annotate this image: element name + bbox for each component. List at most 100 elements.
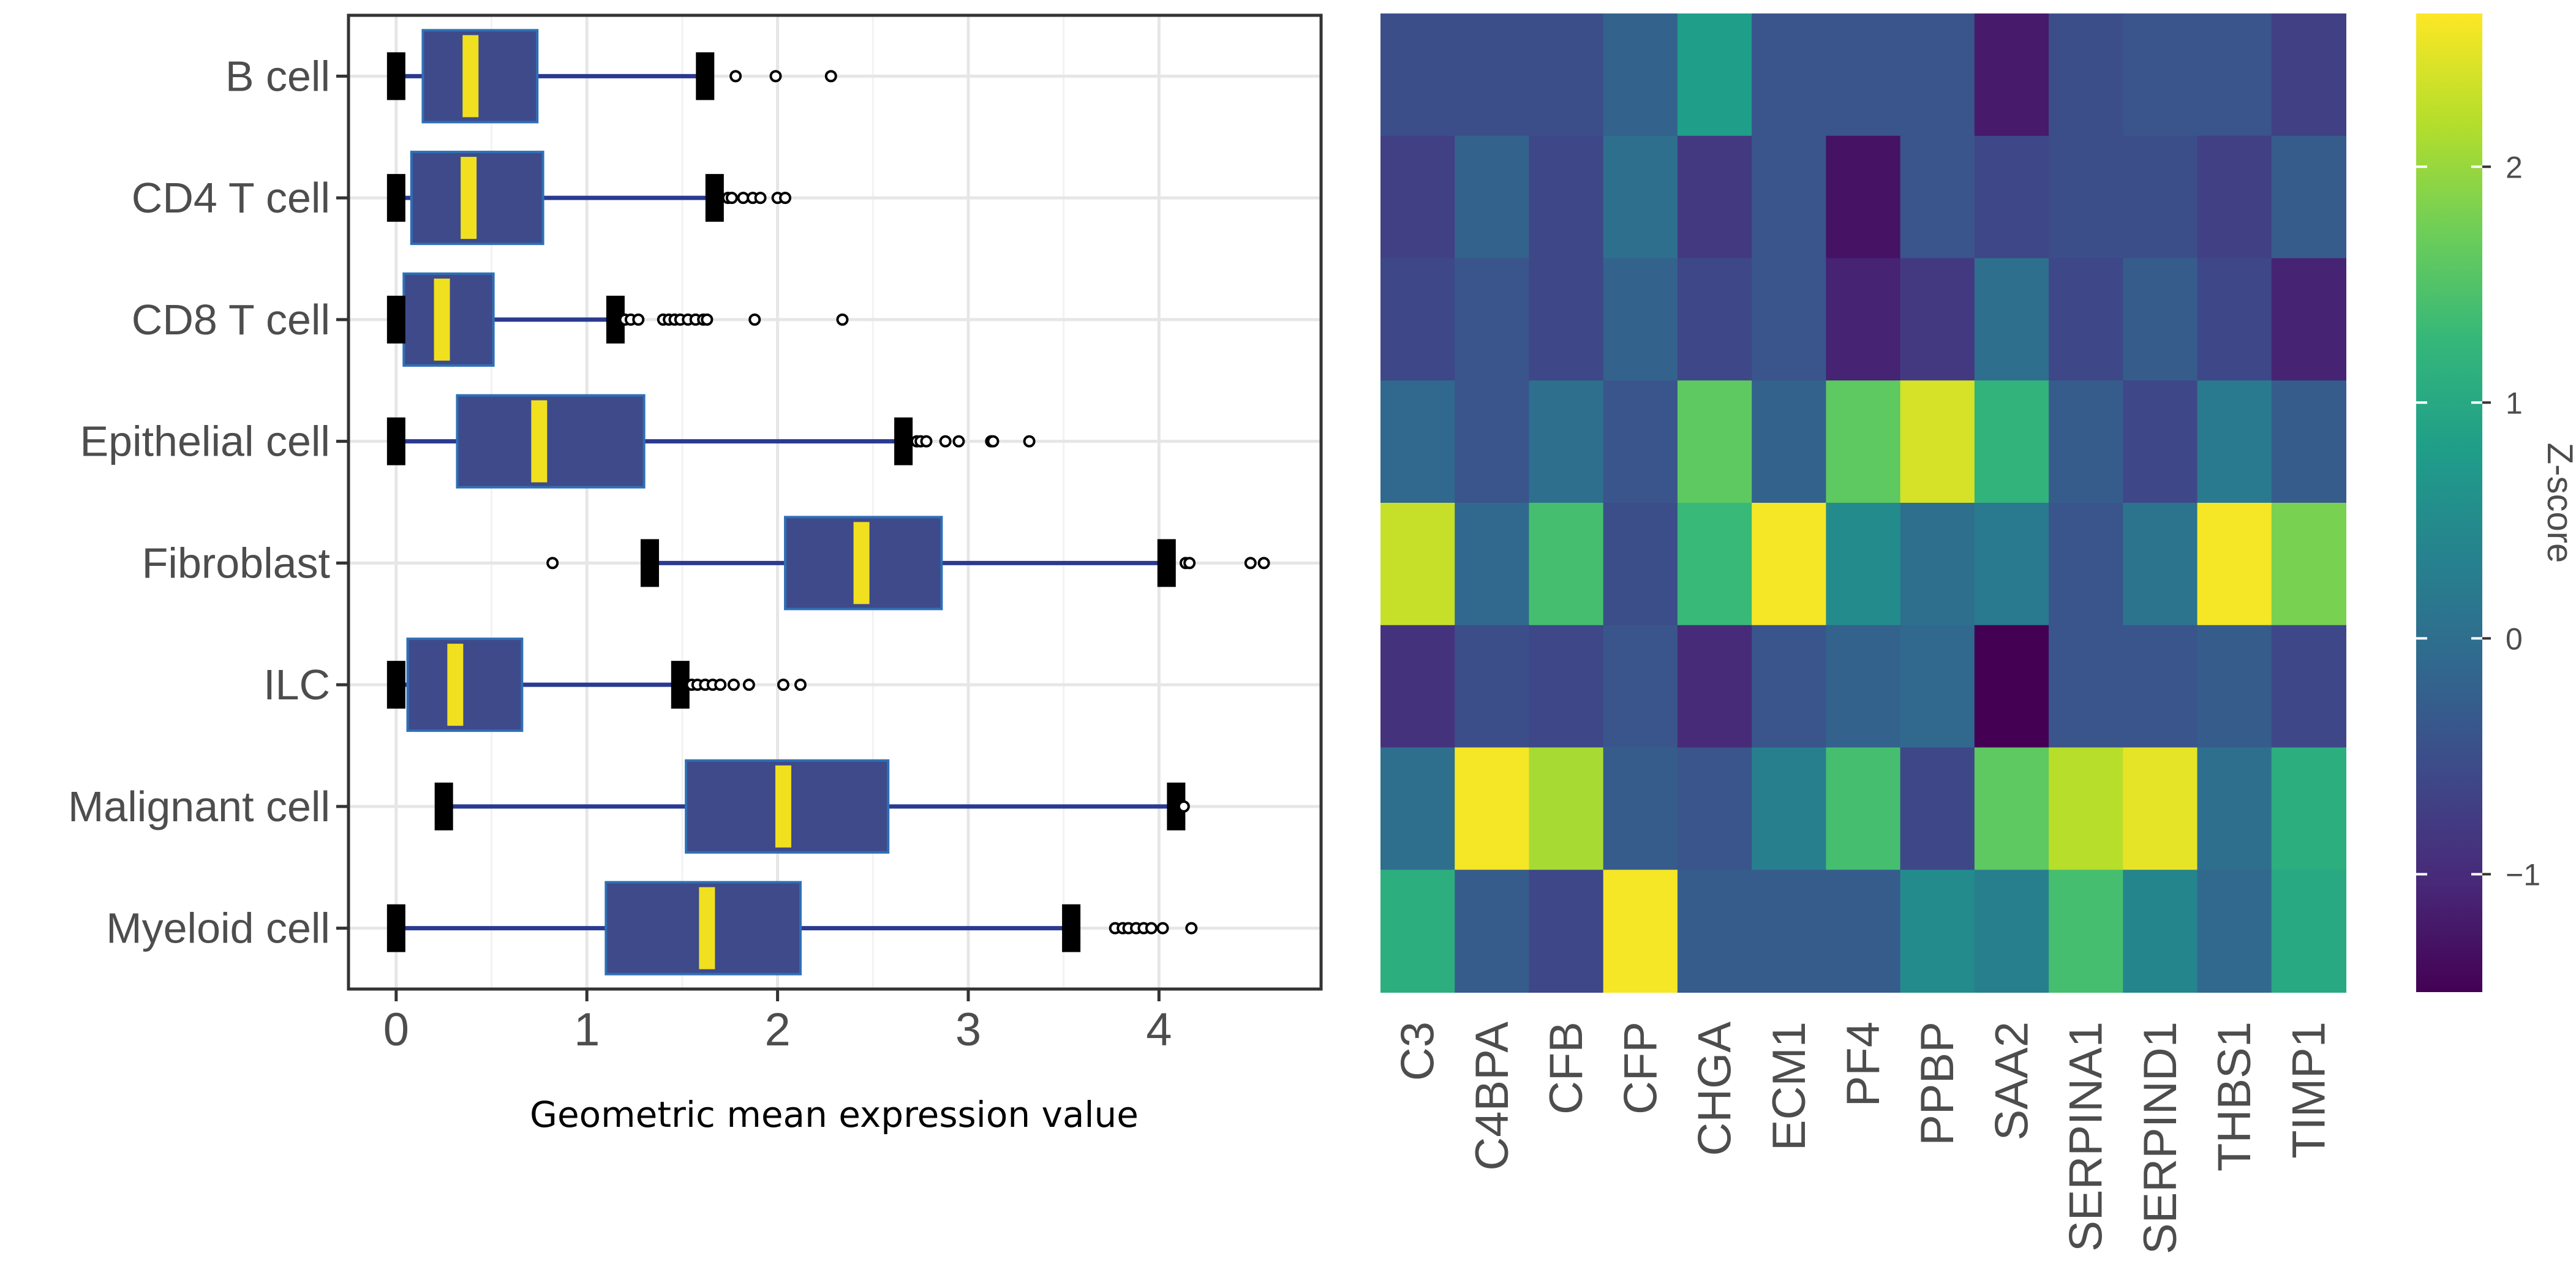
box-iqr [456,394,646,489]
heatmap-cell [1752,380,1827,503]
box-group [386,638,807,732]
heatmap-cell [1529,625,1604,748]
heatmap-column-label: ECM1 [1763,1022,1815,1151]
heatmap-cell [1826,380,1901,503]
heatmap-column-label: C3 [1392,1022,1444,1081]
heatmap-cell [1900,747,1975,871]
heatmap-cell [1677,503,1753,626]
heatmap-cell [2123,135,2198,259]
heatmap-cell [1455,870,1530,993]
heatmap-cell [2123,747,2198,871]
median-marker [447,644,464,726]
outlier-point [987,435,1000,448]
heatmap-column-label: PF4 [1837,1022,1889,1107]
heatmap-cell [2049,258,2124,382]
heatmap-cell [1900,503,1975,626]
y-tick-label: Malignant cell [68,783,330,830]
heatmap-column-label: CFB [1540,1022,1592,1115]
heatmap-column-label: TIMP1 [2283,1022,2335,1159]
outlier-point [1156,922,1169,935]
outlier-point [952,435,965,448]
heatmap-cell [1974,503,2050,626]
outlier-point [769,70,782,83]
heatmap-cell [2123,380,2198,503]
heatmap-cell [1529,870,1604,993]
heatmap-cell [2049,380,2124,503]
heatmap-column-label: SERPINA1 [2060,1022,2112,1252]
box-group [386,272,849,367]
heatmap-cell [1603,870,1678,993]
median-marker [699,887,715,969]
boxplot-marks [386,29,1270,976]
upper-whisker-cap [705,174,724,222]
median-marker [853,522,870,604]
upper-whisker-cap [894,417,913,465]
outlier-point [632,313,645,326]
heatmap-cell [2049,870,2124,993]
outlier-point [729,70,742,83]
outlier-point [1177,800,1190,813]
boxplot-x-axis-title: Geometric mean expression value [530,1094,1139,1135]
outlier-point [725,192,738,205]
heatmap-cell [1974,870,2050,993]
outlier-point [939,435,952,448]
outlier-point [742,679,755,691]
heatmap-cell [1380,503,1456,626]
heatmap-cell [1380,13,1456,137]
heatmap-cell [2271,13,2346,137]
heatmap-cell [1455,258,1530,382]
heatmap-column-label: SAA2 [1986,1022,2038,1140]
heatmap-cell [2049,625,2124,748]
heatmap-cell [2123,870,2198,993]
heatmap-cell [1900,870,1975,993]
lower-whisker-cap [386,417,405,465]
heatmap-cell [1380,380,1456,503]
heatmap-cell [2197,135,2272,259]
outlier-point [1145,922,1158,935]
heatmap-cell [1826,503,1901,626]
lower-whisker-cap [386,661,405,709]
heatmap-cell [2197,13,2272,137]
median-marker [434,278,450,361]
heatmap-cell [1826,625,1901,748]
colorbar-tick-label: −1 [2506,857,2540,892]
heatmap-cell [1455,503,1530,626]
outlier-point [714,679,727,691]
box-group [386,151,792,246]
heatmap-column-label: C4BPA [1466,1022,1518,1171]
heatmap-cell [2271,503,2346,626]
heatmap-cell [1603,13,1678,137]
x-tick-label: 4 [1146,1004,1172,1056]
heatmap-cell [1974,135,2050,259]
heatmap-cell [1826,258,1901,382]
y-tick-label: B cell [225,52,330,100]
outlier-point [1185,922,1198,935]
heatmap-cell [1974,258,2050,382]
outlier-point [546,557,559,570]
heatmap-cell [1752,625,1827,748]
heatmap-cell [1529,135,1604,259]
heatmap-cell [2197,625,2272,748]
outlier-point [779,192,792,205]
heatmap-panel: C3 C4BPA CFB CFP CHGA ECM1 PF4 PPBP SAA2 SERPINA1… [1380,13,2346,1254]
box-group [434,759,1190,854]
heatmap-cell [1752,258,1827,382]
y-tick-label: Fibroblast [142,539,330,587]
boxplot-x-axis: 0 1 2 3 4 [383,989,1172,1056]
box-iqr [410,151,544,246]
heatmap-cell [2197,503,2272,626]
heatmap-cell [1752,135,1827,259]
colorbar-ticks: −1 0 1 2 [2416,150,2540,892]
heatmap-cell [1752,747,1827,871]
heatmap-cell [2049,503,2124,626]
colorbar: −1 0 1 2 Z-score [2416,13,2576,992]
outlier-point [701,313,714,326]
heatmap-cell [1380,747,1456,871]
box-iqr [421,29,539,124]
heatmap-cell [2197,380,2272,503]
heatmap-cell [1529,258,1604,382]
heatmap-cell [1900,258,1975,382]
lower-whisker-cap [386,52,405,100]
heatmap-cell [1752,870,1827,993]
